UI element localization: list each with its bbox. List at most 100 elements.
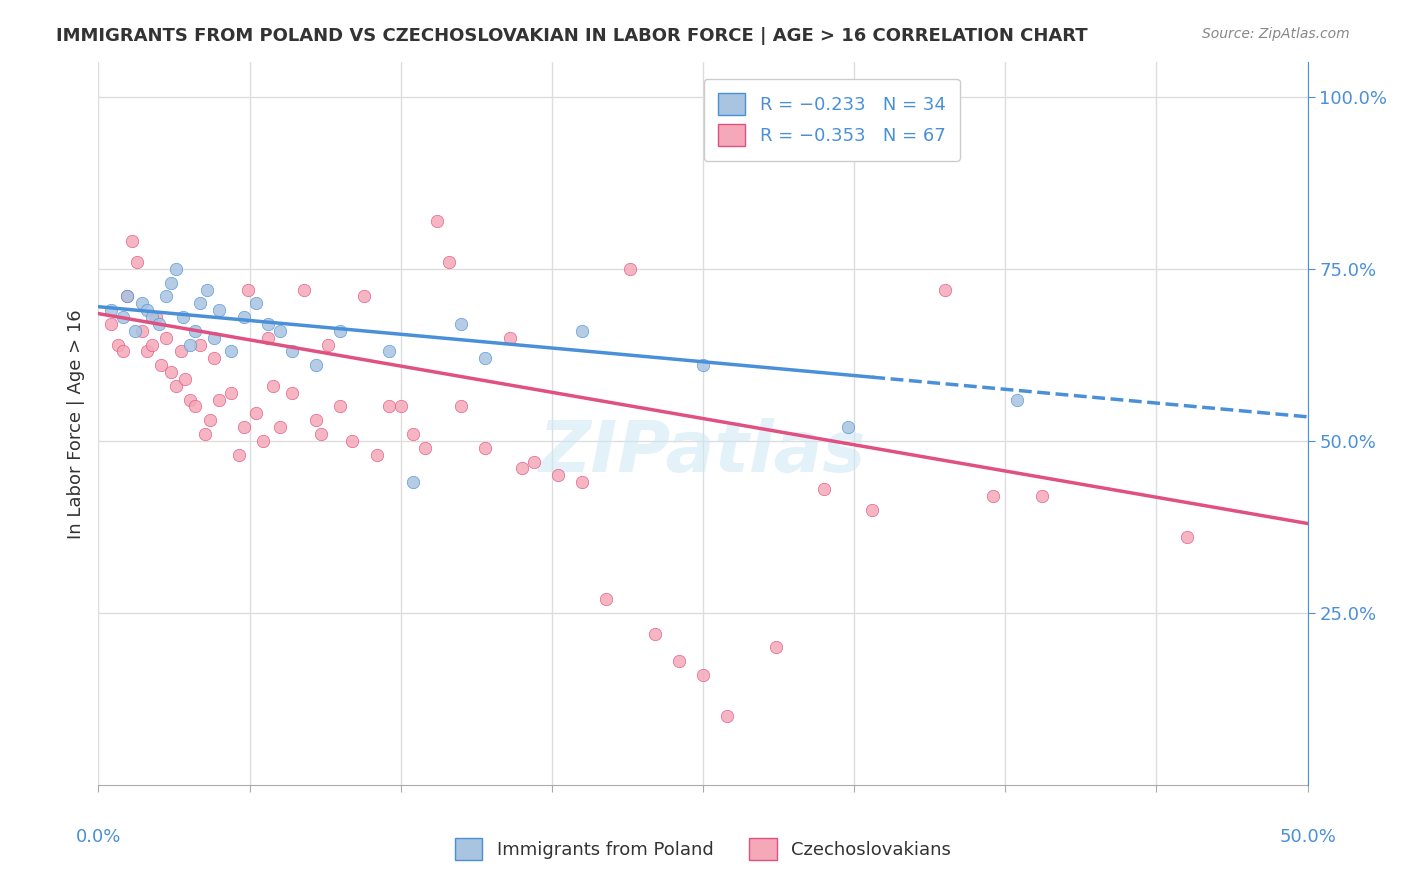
Point [155,289,177,303]
Point [692,358,714,372]
Point [402,475,425,490]
Point [169,344,191,359]
Point [269,324,291,338]
Point [309,427,332,442]
Point [208,303,231,318]
Point [221,344,243,359]
Point [172,310,194,324]
Point [238,283,260,297]
Point [179,392,201,407]
Point [188,296,211,310]
Point [353,289,375,303]
Point [150,358,173,372]
Point [184,324,207,338]
Point [194,427,217,442]
Point [1031,489,1053,503]
Text: ZIPatlas: ZIPatlas [540,418,866,487]
Point [668,654,690,668]
Point [692,668,714,682]
Point [716,709,738,723]
Point [523,454,546,468]
Point [450,317,472,331]
Point [174,372,197,386]
Y-axis label: In Labor Force | Age > 16: In Labor Force | Age > 16 [66,309,84,539]
Point [377,344,399,359]
Point [547,468,569,483]
Legend: R = −0.233   N = 34, R = −0.353   N = 67: R = −0.233 N = 34, R = −0.353 N = 67 [703,78,960,161]
Point [450,400,472,414]
Point [292,283,315,297]
Point [195,283,218,297]
Point [184,400,207,414]
Point [204,331,226,345]
Point [121,235,143,249]
Point [474,351,496,366]
Point [179,337,201,351]
Point [644,626,666,640]
Point [127,255,149,269]
Point [111,310,134,324]
Point [571,324,593,338]
Point [131,296,153,310]
Point [100,317,122,331]
Point [124,324,146,338]
Point [860,502,883,516]
Text: IMMIGRANTS FROM POLAND VS CZECHOSLOVAKIAN IN LABOR FORCE | AGE > 16 CORRELATION : IMMIGRANTS FROM POLAND VS CZECHOSLOVAKIA… [56,27,1088,45]
Point [135,344,157,359]
Point [165,379,187,393]
Point [595,592,617,607]
Point [221,385,243,400]
Point [160,365,183,379]
Point [245,296,267,310]
Text: Source: ZipAtlas.com: Source: ZipAtlas.com [1202,27,1350,41]
Point [269,420,291,434]
Point [437,255,460,269]
Point [204,351,226,366]
Point [329,324,352,338]
Point [262,379,284,393]
Point [281,385,304,400]
Point [619,261,641,276]
Point [342,434,364,448]
Point [377,400,399,414]
Point [245,406,267,420]
Text: 0.0%: 0.0% [76,829,121,847]
Point [366,448,388,462]
Point [131,324,153,338]
Point [117,289,139,303]
Point [188,337,211,351]
Point [232,420,254,434]
Point [111,344,134,359]
Point [145,310,167,324]
Point [160,276,183,290]
Point [198,413,221,427]
Point [281,344,304,359]
Point [107,337,129,351]
Point [426,213,449,227]
Point [148,317,170,331]
Point [232,310,254,324]
Point [571,475,593,490]
Point [316,337,339,351]
Point [117,289,139,303]
Point [813,482,835,496]
Point [305,413,328,427]
Point [100,303,122,318]
Point [141,337,163,351]
Point [498,331,520,345]
Point [934,283,956,297]
Legend: Immigrants from Poland, Czechoslovakians: Immigrants from Poland, Czechoslovakians [440,823,966,874]
Point [329,400,352,414]
Point [474,441,496,455]
Point [389,400,412,414]
Point [256,317,278,331]
Point [256,331,278,345]
Point [765,640,787,655]
Point [228,448,250,462]
Text: 50.0%: 50.0% [1279,829,1336,847]
Point [155,331,177,345]
Point [135,303,157,318]
Point [413,441,436,455]
Point [252,434,274,448]
Point [305,358,328,372]
